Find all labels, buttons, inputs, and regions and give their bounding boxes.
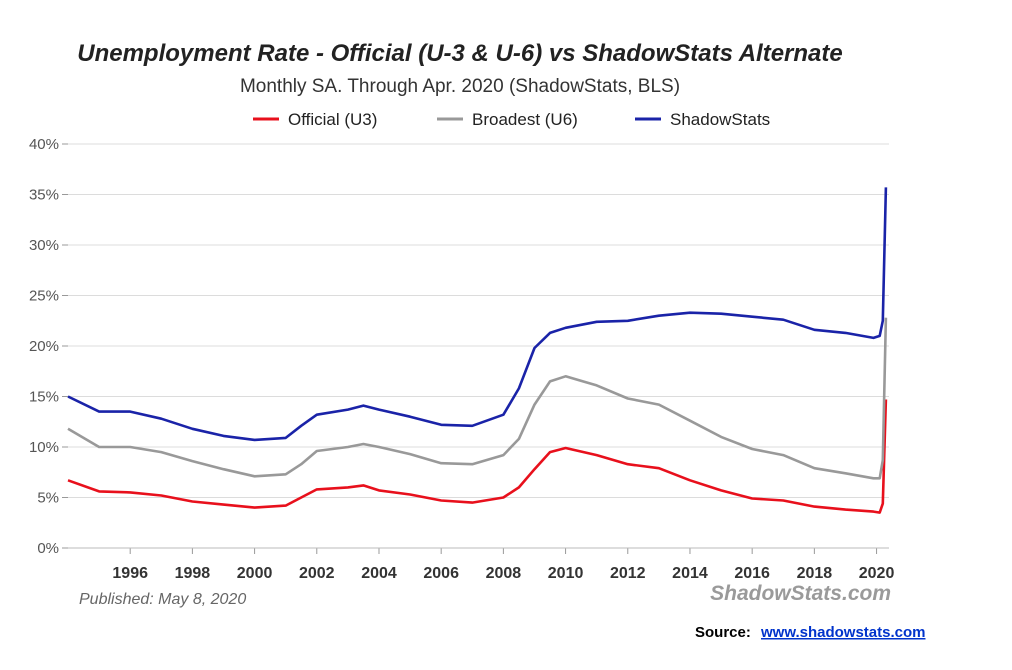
x-tick-label: 2010: [548, 565, 584, 582]
series-line-shadowstats: [67, 187, 888, 442]
x-tick-label: 2006: [423, 565, 459, 582]
chart-subtitle: Monthly SA. Through Apr. 2020 (ShadowSta…: [240, 76, 680, 97]
y-axis-ticks: 0% 5% 10% 15% 20% 25% 30% 35% 40%: [29, 136, 68, 557]
x-tick-label: 2000: [237, 565, 273, 582]
x-tick-label: 1998: [175, 565, 211, 582]
x-tick-label: 2014: [672, 565, 708, 582]
y-tick-label: 10%: [29, 439, 59, 456]
legend-label: Official (U3): [288, 110, 377, 129]
x-tick-label: 2012: [610, 565, 646, 582]
legend-label: ShadowStats: [670, 110, 770, 129]
series-lines: [67, 187, 888, 514]
y-tick-label: 0%: [37, 540, 59, 557]
y-tick-label: 30%: [29, 237, 59, 254]
y-tick-label: 25%: [29, 288, 59, 305]
source-link[interactable]: www.shadowstats.com: [760, 624, 925, 641]
x-tick-label: 2020: [859, 565, 895, 582]
chart-title: Unemployment Rate - Official (U-3 & U-6)…: [77, 40, 842, 67]
watermark: ShadowStats.com: [710, 582, 891, 605]
legend: Official (U3) Broadest (U6) ShadowStats: [253, 110, 770, 129]
x-tick-label: 2016: [734, 565, 770, 582]
x-tick-label: 2004: [361, 565, 397, 582]
x-axis-ticks: 1996 1998 2000 2002 2004 2006 2008 2010 2012 2014…: [112, 548, 894, 582]
series-line-official-u3: [67, 399, 888, 514]
y-tick-label: 5%: [37, 490, 59, 507]
x-tick-label: 2002: [299, 565, 335, 582]
legend-label: Broadest (U6): [472, 110, 578, 129]
y-tick-label: 40%: [29, 136, 59, 153]
grid-lines: [68, 143, 889, 498]
x-tick-label: 2008: [486, 565, 522, 582]
x-tick-label: 2018: [797, 565, 833, 582]
source-label: Source:: [695, 624, 751, 641]
x-tick-label: 1996: [112, 565, 148, 582]
series-line-broadest-u6: [67, 317, 888, 480]
y-tick-label: 15%: [29, 389, 59, 406]
y-tick-label: 35%: [29, 187, 59, 204]
published-date: Published: May 8, 2020: [79, 591, 246, 608]
y-tick-label: 20%: [29, 338, 59, 355]
